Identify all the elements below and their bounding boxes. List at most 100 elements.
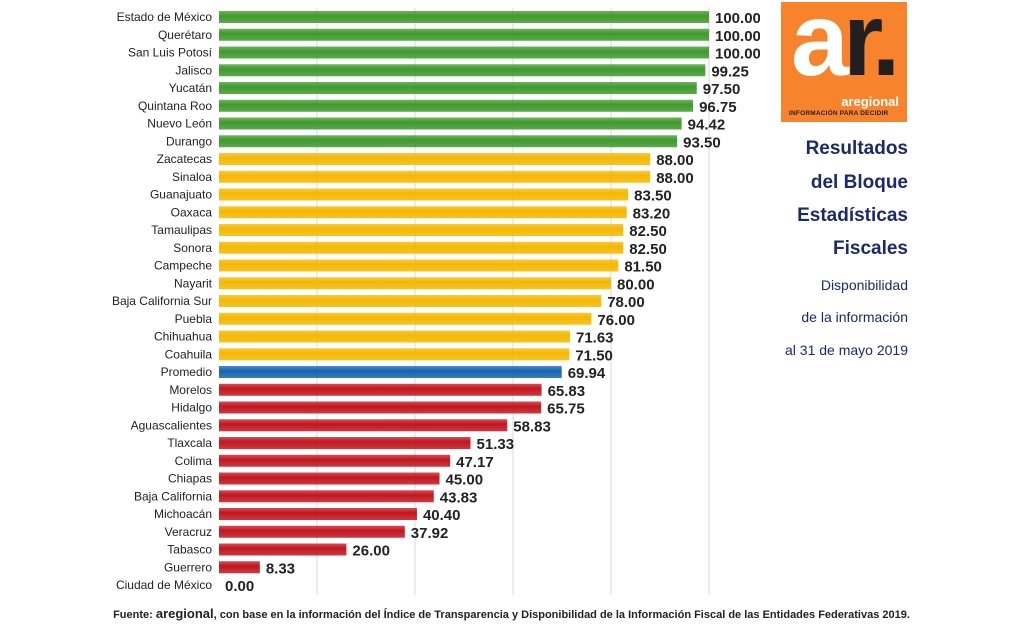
bar-mid [219,348,570,361]
value-label: 100.00 [715,10,760,27]
value-label: 82.50 [629,223,667,240]
bar-mid [219,241,624,254]
category-label: Estado de México [117,10,213,24]
bar-low [219,525,405,538]
category-label: Nayarit [174,276,213,290]
bar-low [219,561,260,574]
bar-high [219,64,706,77]
bar-mid [219,224,624,236]
bar-low [219,437,471,449]
side-title-2: del Bloque [810,172,908,193]
value-label: 45.00 [446,472,484,489]
footer-source: Fuente: aregional, con base en la inform… [0,606,1023,621]
category-label: Veracruz [165,525,212,539]
category-label: Michoacán [154,507,212,521]
value-label: 58.83 [513,418,551,435]
category-label: Morelos [169,383,212,397]
category-label: Guanajuato [150,188,212,202]
bar-mid [219,277,611,290]
value-label: 83.50 [634,188,672,205]
value-label: 65.75 [547,401,585,418]
category-label: Zacatecas [157,152,212,166]
bar-low [219,543,347,556]
value-label: 69.94 [568,365,606,382]
bar-low [219,401,542,414]
bar-low [219,454,451,467]
bar-high [219,117,682,130]
bar-average [219,366,562,378]
category-label: Sonora [173,241,212,255]
value-label: 71.50 [575,347,613,364]
value-label: 82.50 [629,241,667,258]
bar-low [219,490,434,503]
value-label: 26.00 [352,543,390,560]
bar-low [219,472,440,485]
bar-high [219,11,709,23]
category-label: Chiapas [168,472,212,486]
value-label: 83.20 [633,205,671,222]
value-label: 88.00 [656,152,694,169]
bar-mid [219,188,629,201]
category-label: Promedio [161,365,213,379]
category-label: Quintana Roo [138,99,212,113]
side-subtitle-3: al 31 de mayo 2019 [785,342,908,358]
bar-mid [219,312,592,325]
category-label: Baja California [134,489,212,503]
footer-suffix: , con base en la información del Índice … [213,609,910,621]
value-label: 76.00 [597,312,635,329]
category-label: Querétaro [158,28,212,42]
category-label: Yucatán [169,81,212,95]
value-label: 81.50 [624,259,662,276]
category-label: Hidalgo [171,401,212,415]
category-label: Tamaulipas [151,223,212,237]
category-label: San Luis Potosí [128,46,213,60]
bar-chart: Estado de México 100.00 Querétaro 100.00 San… [112,8,760,595]
value-label: 71.63 [576,330,614,347]
value-label: 43.83 [440,489,478,506]
category-label: Campeche [154,259,212,273]
value-label: 93.50 [683,134,721,151]
category-label: Chihuahua [154,330,212,344]
value-label: 97.50 [703,81,741,98]
bar-mid [219,259,619,272]
value-label: 65.83 [548,383,586,400]
value-label: 78.00 [607,294,645,311]
bar-mid [219,330,570,343]
value-label: 100.00 [715,28,760,45]
logo-brand: aregional [841,94,899,109]
category-label: Aguascalientes [131,418,212,432]
value-label: 96.75 [699,99,737,116]
value-label: 99.25 [711,63,749,80]
value-label: 47.17 [456,454,494,471]
category-label: Puebla [175,312,213,326]
category-label: Tabasco [167,543,212,557]
category-label: Colima [175,454,213,468]
logo-mark-a: a [791,0,849,98]
value-label: 80.00 [617,276,655,293]
bar-mid [219,153,651,165]
bar-high [219,46,709,59]
category-label: Baja California Sur [112,294,212,308]
bar-low [219,419,508,432]
bar-high [219,82,697,94]
bar-high [219,28,709,41]
bar-mid [219,170,651,183]
bar-low [219,383,542,396]
side-title-1: Resultados [805,138,908,159]
side-subtitle-2: de la información [801,309,908,325]
value-label: 8.33 [266,560,295,577]
aregional-logo: ar. aregional INFORMACIÓN PARA DECIDIR [781,0,907,122]
footer-source-name: aregional [155,606,214,621]
value-label: 40.40 [423,507,461,524]
category-label: Oaxaca [171,205,213,219]
value-label: 88.00 [656,170,694,187]
value-label: 0.00 [225,578,254,595]
logo-mark-r: r. [842,0,901,98]
category-label: Ciudad de México [116,578,212,592]
category-label: Tlaxcala [167,436,212,450]
value-label: 51.33 [477,436,515,453]
bar-mid [219,295,602,307]
value-label: 94.42 [688,117,726,134]
category-label: Sinaloa [172,170,212,184]
value-label: 100.00 [715,46,760,63]
